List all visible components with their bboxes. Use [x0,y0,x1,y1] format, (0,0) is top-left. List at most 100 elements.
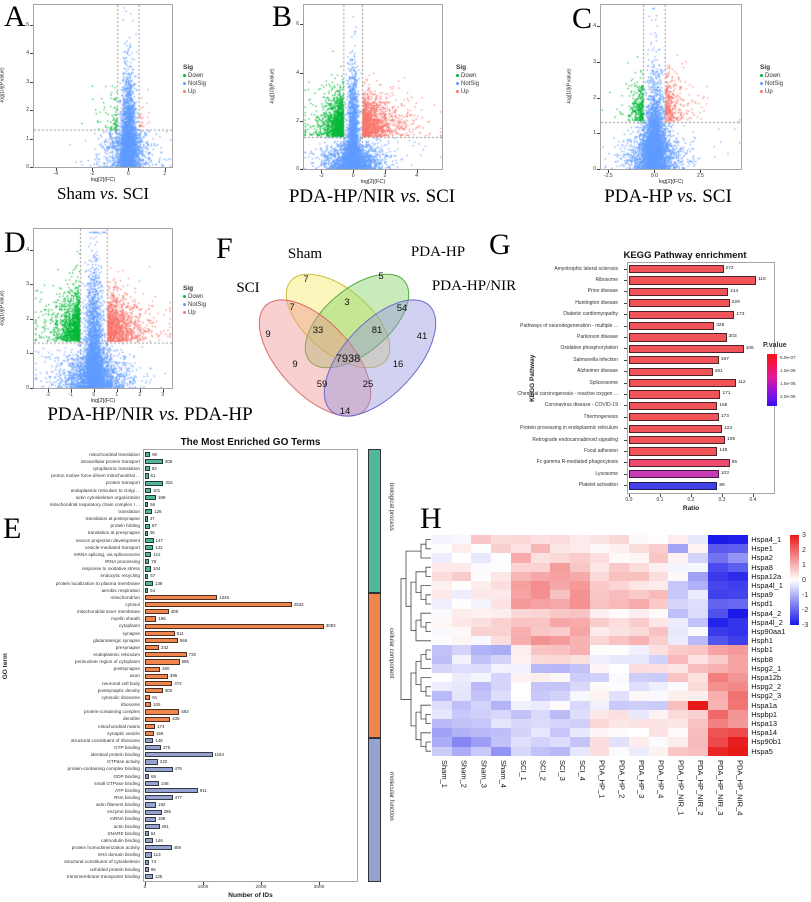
caption-group-2: SCI [697,186,732,207]
volcano-legend: Sig Down NotSig Up [183,285,243,316]
go-category-label: molecular function [388,771,394,821]
x-axis-tick [164,168,166,171]
y-axis-tick [30,388,33,389]
heatmap-cell [491,627,512,637]
y-axis-tick-label: 0 [593,166,596,172]
kegg-x-tick [660,494,661,497]
heatmap-cell [609,581,630,591]
heatmap-cell [589,700,610,711]
heatmap-cell [530,654,551,665]
heatmap-col-label: Sham_3 [479,759,489,788]
heatmap-cell [589,608,610,619]
legend-item-label: Down [461,73,477,79]
y-axis-tick-label: 2 [26,315,29,322]
heatmap-cell [550,728,571,738]
kegg-bar-value: 272 [725,266,734,271]
go-bar [145,766,173,772]
heatmap-cell [451,581,472,591]
heatmap-cell [648,719,669,729]
heatmap-cell [510,636,531,646]
x-axis-tick [700,170,702,173]
heatmap-cell [491,562,512,573]
heatmap-cell [629,709,649,720]
heatmap-cell [451,728,472,738]
go-bar-value: 596 [181,659,189,665]
go-bar-label: SNARE binding [107,830,140,836]
go-bar-label: synapse [122,630,140,636]
heatmap-cell [530,700,551,711]
heatmap-cell [629,544,649,554]
x-axis-tick-label: 2 [383,173,387,179]
kegg-chart-title: KEGG Pathway enrichment [623,250,747,261]
kegg-bar [629,470,719,479]
venn-region-count: 16 [393,359,404,370]
venn-set-label-pdahpnir: PDA-HP/NIR [431,278,517,294]
heatmap-cell [569,645,590,655]
heatmap-cell [491,700,512,711]
heatmap-cell [688,544,709,554]
heatmap-cell [451,700,472,711]
panel-caption: PDA-HP/NIR vs. PDA-HP [0,404,300,426]
go-bar-value: 459 [173,845,181,851]
heatmap-cell [530,663,551,674]
heatmap-scale-tick-label: -3 [802,622,809,629]
go-category-strip-biological-process [368,449,381,594]
dendrogram-branch [415,661,421,685]
legend-color-dot [760,89,763,93]
heatmap-cell [491,617,512,628]
heatmap-cell [629,663,649,674]
kegg-bar-value: 158 [719,402,728,408]
heatmap-row-label: Hsph1 [751,636,773,646]
kegg-bar [629,424,722,433]
kegg-bar-value: 123 [724,425,733,431]
heatmap-cell [648,627,669,637]
heatmap-cell [569,700,590,711]
kegg-row-tick [624,450,627,452]
heatmap-cell [688,553,709,563]
heatmap-scale-tick-label: -1 [802,592,809,599]
heatmap-cell [569,608,590,619]
heatmap-row-label: Hspa12a [751,571,782,581]
legend-color-dot [183,89,186,93]
go-bar [145,637,178,644]
caption-vs: vs. [400,186,421,207]
heatmap-cell [451,645,472,655]
heatmap-col-label: PDA_HP_NIR_4 [735,759,745,816]
go-bar [145,652,187,658]
venn-region-count: 25 [363,379,374,390]
heatmap-cell [432,562,452,573]
go-bar-value: 87 [152,523,157,529]
heatmap-cell [727,728,748,738]
heatmap-cell [569,544,590,554]
heatmap-cell [569,691,590,701]
go-bar-value: 222 [159,759,168,765]
y-axis-tick-label: 6 [296,21,299,28]
heatmap-cell [550,571,571,582]
go-bar [145,873,153,880]
heatmap-cell [550,700,571,711]
heatmap-cell [510,627,531,637]
heatmap-col-label: PDA_HP_4 [656,759,666,799]
go-bar-label: identical protein binding [90,752,140,758]
heatmap-cell [707,544,728,554]
heatmap-scale-tick-label: -2 [802,607,809,614]
heatmap-cell [432,617,452,628]
legend-color-dot [760,73,763,77]
go-bar [145,537,154,543]
heatmap-cell [451,682,472,692]
go-bar-value: 146 [155,837,163,843]
heatmap-cell [707,627,728,637]
heatmap-cell [609,737,630,747]
go-bar-label: protein-containing complex [83,709,140,715]
heatmap-cell [707,581,728,591]
heatmap-cell [550,691,571,701]
venn-region-count: 7 [303,274,308,285]
go-bar-value: 91 [152,694,158,700]
go-bar-value: 592 [181,709,189,715]
kegg-row-tick [624,439,627,441]
volcano-legend-item: Down [760,73,811,79]
heatmap-cell [629,590,649,600]
heatmap-cell [727,608,748,619]
heatmap-cell [432,691,452,701]
